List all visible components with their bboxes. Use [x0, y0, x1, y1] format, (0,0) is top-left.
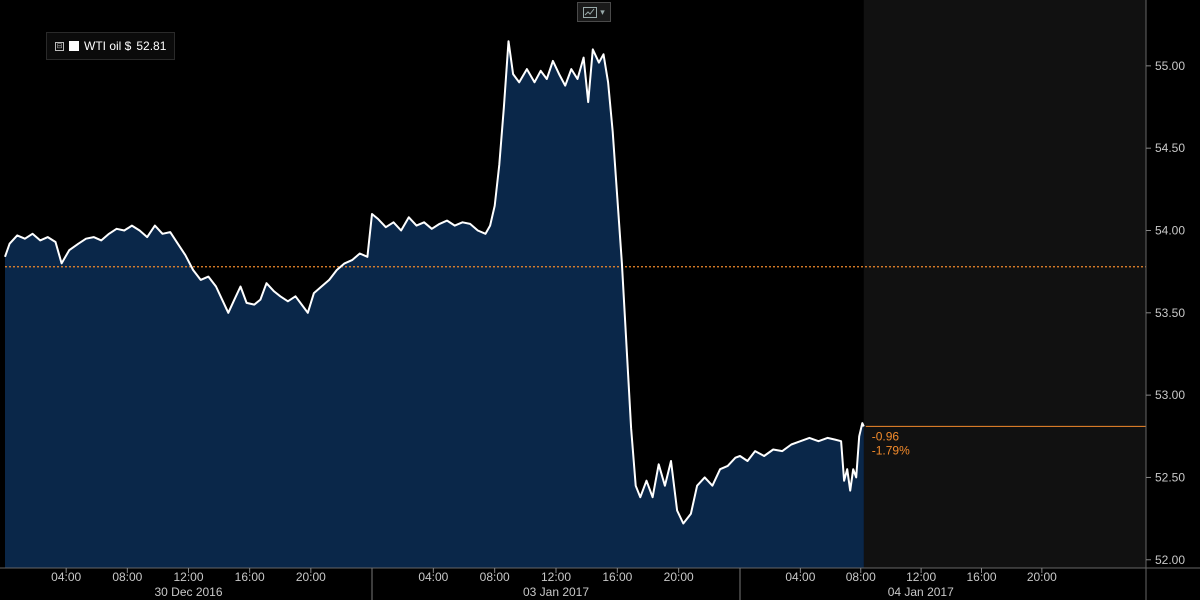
chevron-down-icon: ▾: [600, 6, 605, 17]
y-tick-label: 53.50: [1155, 306, 1185, 320]
x-tick-label: 08:00: [480, 570, 510, 584]
x-tick-label: 20:00: [664, 570, 694, 584]
x-date-label: 03 Jan 2017: [523, 585, 589, 599]
future-region: [863, 0, 1146, 568]
legend-last-value: 52.81: [136, 39, 167, 53]
x-tick-label: 12:00: [173, 570, 203, 584]
x-tick-label: 12:00: [541, 570, 571, 584]
legend-swatch-icon: [69, 41, 79, 51]
price-line: [4, 40, 865, 525]
x-tick-label: 04:00: [51, 570, 81, 584]
y-tick-label: 54.00: [1155, 223, 1185, 237]
x-date-label: 04 Jan 2017: [888, 585, 954, 599]
x-tick-label: 16:00: [966, 570, 996, 584]
x-tick-label: 12:00: [906, 570, 936, 584]
y-tick-label: 54.50: [1155, 141, 1185, 155]
x-tick-label: 16:00: [602, 570, 632, 584]
legend-toggle-icon[interactable]: ⊟: [55, 41, 64, 51]
x-tick-label: 04:00: [418, 570, 448, 584]
x-tick-label: 08:00: [112, 570, 142, 584]
change-pct-label: -1.79%: [872, 443, 910, 457]
legend-series-label: WTI oil $: [84, 39, 132, 53]
y-tick-label: 52.50: [1155, 470, 1185, 484]
y-tick-label: 52.00: [1155, 553, 1185, 567]
x-tick-label: 08:00: [846, 570, 876, 584]
x-tick-label: 16:00: [235, 570, 265, 584]
x-tick-label: 04:00: [785, 570, 815, 584]
y-tick-label: 53.00: [1155, 388, 1185, 402]
line-chart-icon: [583, 6, 598, 18]
chart-type-button[interactable]: ▾: [577, 2, 611, 22]
price-area: [5, 41, 864, 568]
x-date-label: 30 Dec 2016: [154, 585, 222, 599]
x-tick-label: 20:00: [1027, 570, 1057, 584]
change-abs-label: -0.96: [872, 429, 900, 443]
chart-legend[interactable]: ⊟ WTI oil $ 52.81: [46, 32, 176, 60]
x-tick-label: 20:00: [296, 570, 326, 584]
y-tick-label: 55.00: [1155, 59, 1185, 73]
